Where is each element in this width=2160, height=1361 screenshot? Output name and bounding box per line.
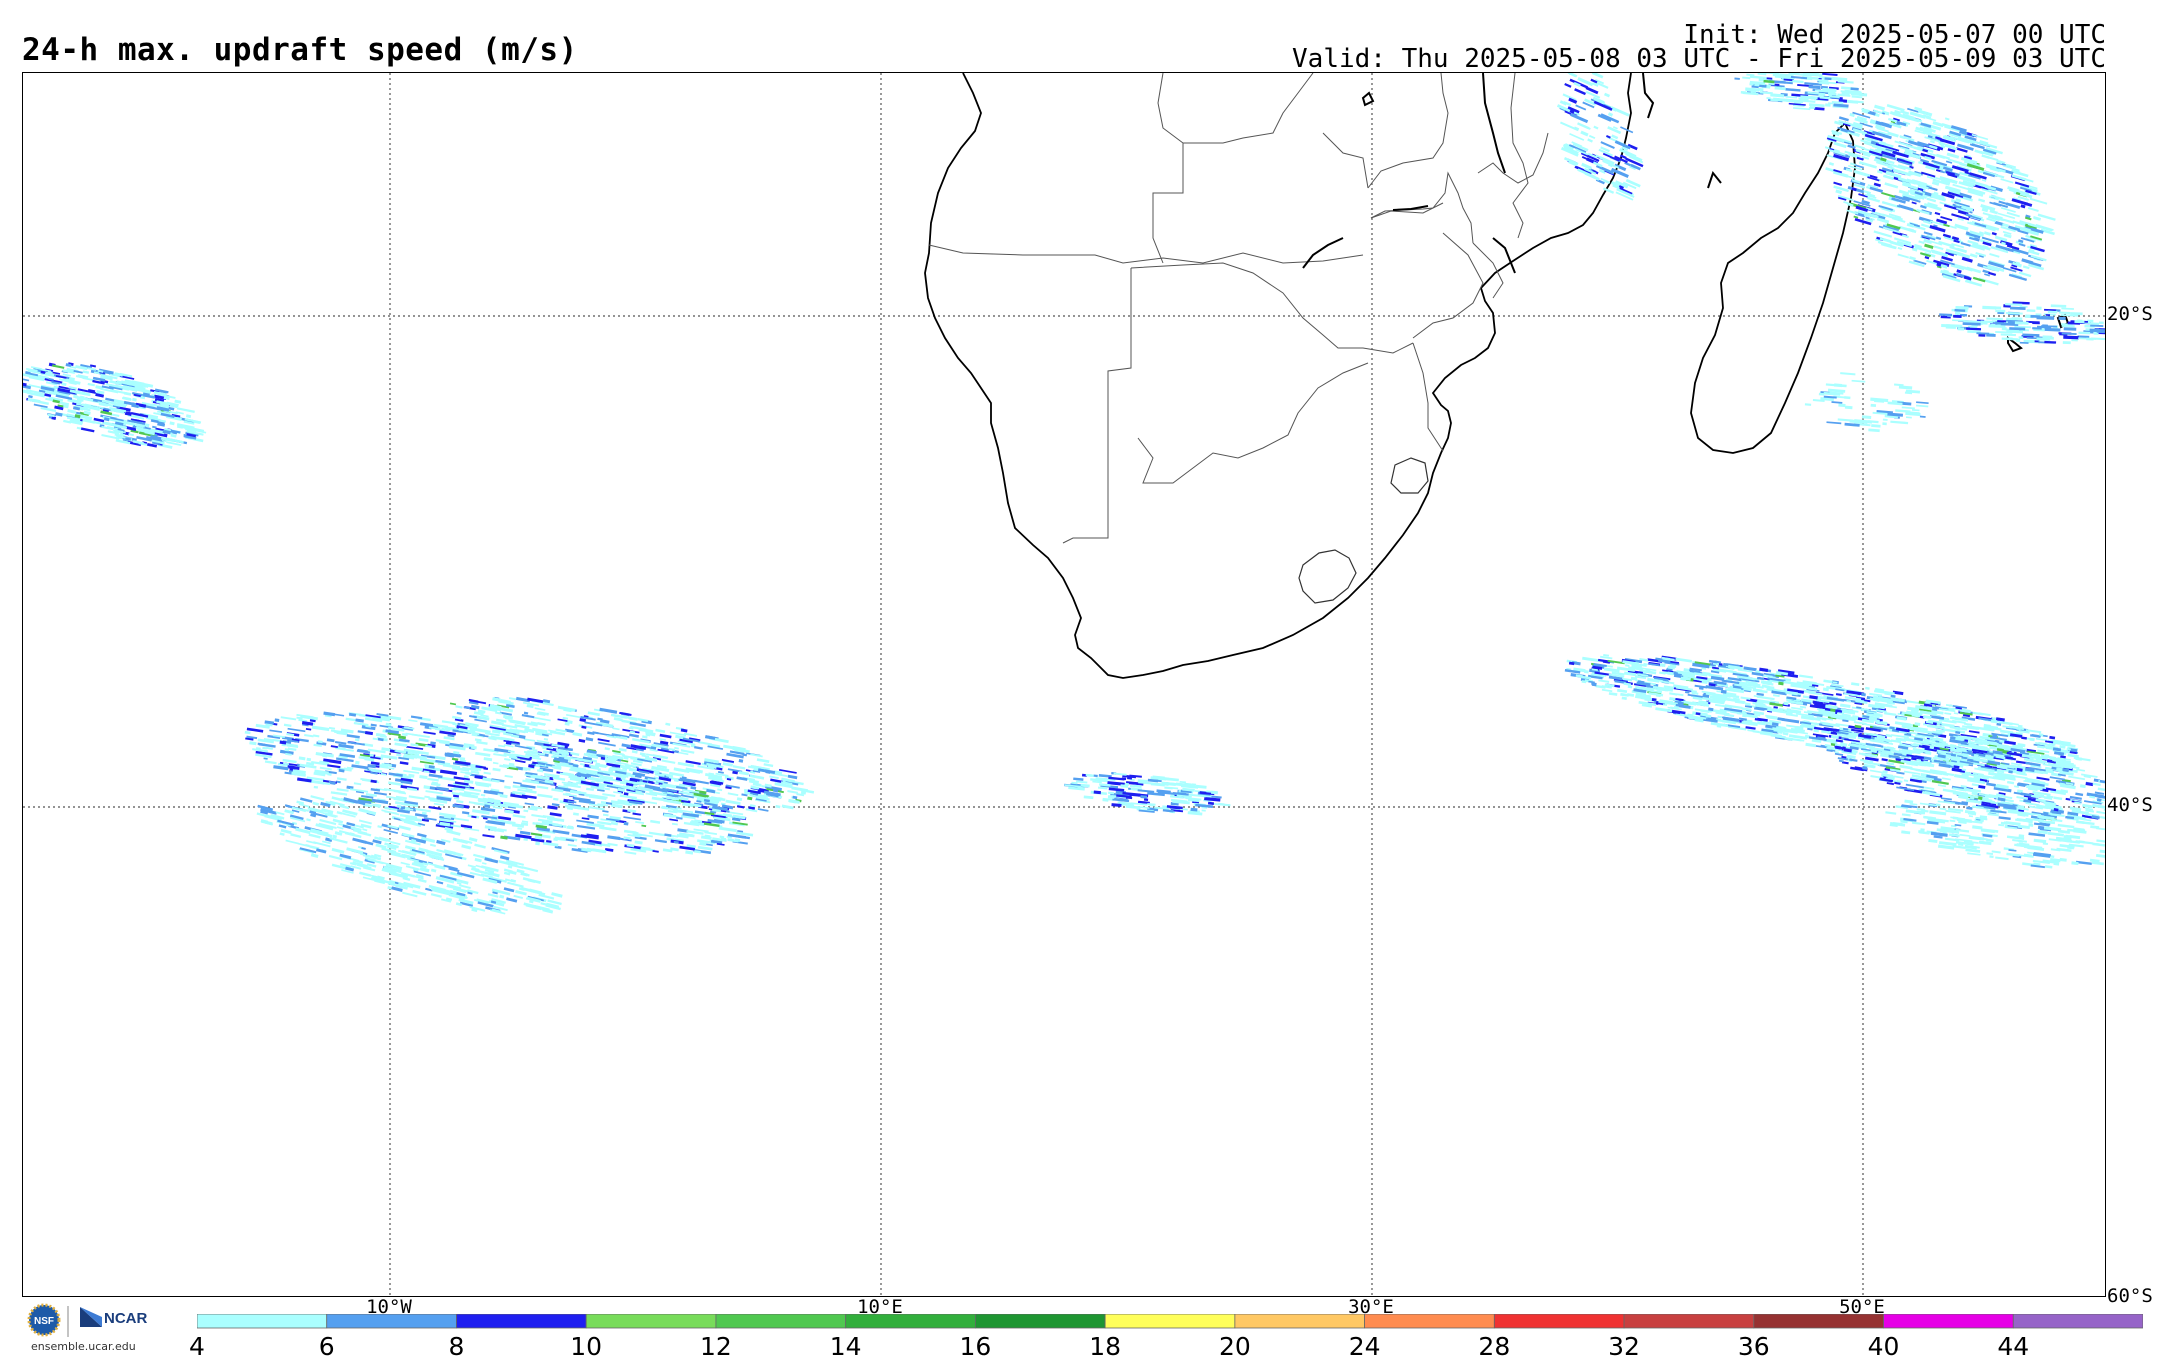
madagascar-outline	[1691, 123, 1855, 453]
ncar-logo-text: NCAR	[104, 1310, 147, 1327]
colorbar-swatch	[1494, 1314, 1624, 1328]
colorbar	[197, 1314, 2143, 1330]
map-canvas	[23, 73, 2106, 1297]
colorbar-label: 24	[1349, 1332, 1381, 1361]
colorbar-swatch	[327, 1314, 457, 1328]
colorbar-label: 20	[1219, 1332, 1251, 1361]
colorbar-label: 28	[1478, 1332, 1510, 1361]
lesotho-outline	[1299, 550, 1356, 603]
eswatini-outline	[1391, 458, 1428, 493]
map-frame[interactable]	[22, 72, 2106, 1297]
colorbar-label: 32	[1608, 1332, 1640, 1361]
colorbar-swatch	[197, 1314, 327, 1328]
colorbar-swatch	[586, 1314, 716, 1328]
colorbar-label: 44	[1997, 1332, 2029, 1361]
country-borders	[929, 73, 1548, 543]
colorbar-swatch	[1884, 1314, 2014, 1328]
colorbar-label: 4	[189, 1332, 205, 1361]
updraft-field	[23, 73, 2106, 914]
site-url[interactable]: ensemble.ucar.edu	[31, 1340, 136, 1353]
colorbar-swatch	[2013, 1314, 2143, 1328]
nsf-logo-icon: NSF	[29, 1305, 59, 1335]
lat-label-60s: 60°S	[2107, 1285, 2153, 1307]
nsf-logo-text: NSF	[34, 1316, 54, 1327]
colorbar-label: 18	[1089, 1332, 1121, 1361]
colorbar-label: 16	[959, 1332, 991, 1361]
colorbar-label: 8	[449, 1332, 465, 1361]
colorbar-swatch	[456, 1314, 586, 1328]
colorbar-label: 14	[830, 1332, 862, 1361]
colorbar-label: 12	[700, 1332, 732, 1361]
valid-time: Valid: Thu 2025-05-08 03 UTC - Fri 2025-…	[1292, 44, 2106, 74]
ncar-logo-icon	[80, 1307, 102, 1327]
colorbar-swatch	[716, 1314, 846, 1328]
colorbar-label: 6	[319, 1332, 335, 1361]
africa-coastline	[925, 73, 1631, 678]
colorbar-swatch	[975, 1314, 1105, 1328]
lat-label-40s: 40°S	[2107, 794, 2153, 816]
lat-label-20s: 20°S	[2107, 303, 2153, 325]
colorbar-label: 40	[1868, 1332, 1900, 1361]
colorbar-swatch	[1105, 1314, 1235, 1328]
colorbar-swatch	[1235, 1314, 1365, 1328]
colorbar-swatch	[846, 1314, 976, 1328]
colorbar-label: 36	[1738, 1332, 1770, 1361]
colorbar-swatch	[1365, 1314, 1495, 1328]
colorbar-label: 10	[570, 1332, 602, 1361]
colorbar-swatch	[1754, 1314, 1884, 1328]
colorbar-swatch	[1624, 1314, 1754, 1328]
map-title: 24-h max. updraft speed (m/s)	[22, 32, 578, 68]
